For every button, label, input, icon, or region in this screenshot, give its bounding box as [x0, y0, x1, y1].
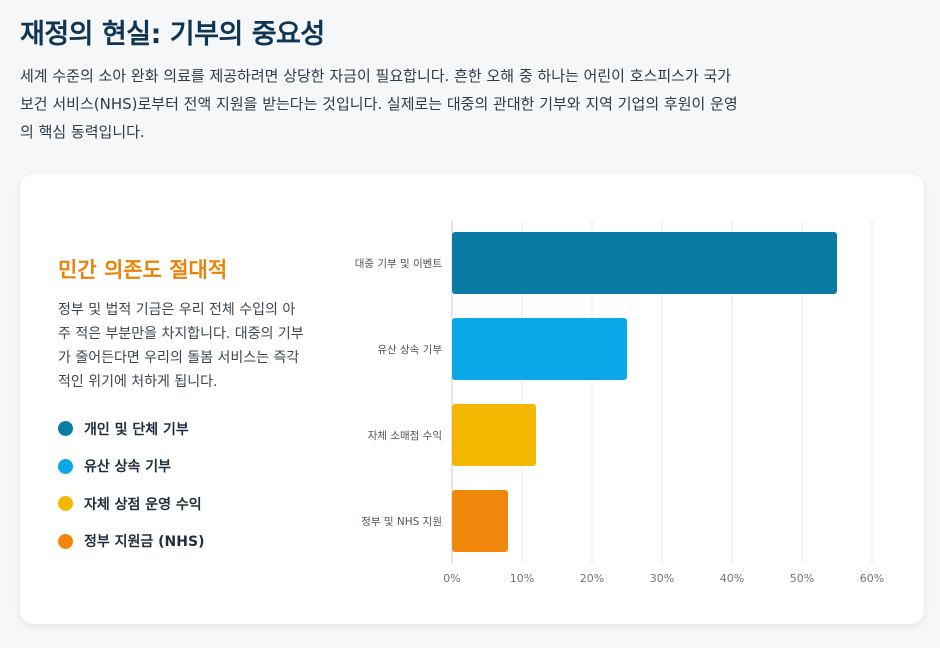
bar	[452, 404, 536, 466]
page-title: 재정의 현실: 기부의 중요성	[20, 19, 325, 50]
legend-label: 정부 지원금 (NHS)	[84, 534, 205, 551]
legend-item: 유산 상속 기부	[58, 448, 204, 486]
card-description: 정부 및 법적 기금은 우리 전체 수입의 아주 적은 부분만을 차지합니다. …	[58, 302, 304, 390]
bar	[452, 318, 627, 380]
legend-dot-icon	[58, 533, 73, 549]
bar	[452, 490, 508, 552]
funding-card: 민간 의존도 절대적 정부 및 법적 기금은 우리 전체 수입의 아주 적은 부…	[20, 174, 924, 624]
legend-dot-icon	[58, 421, 73, 437]
card-heading: 민간 의존도 절대적	[58, 258, 228, 282]
category-label: 유산 상속 기부	[377, 344, 442, 356]
legend-label: 자체 상점 운영 수익	[84, 496, 202, 513]
legend-dot-icon	[58, 458, 73, 474]
legend-label: 유산 상속 기부	[84, 459, 172, 476]
category-label: 자체 소매점 수익	[368, 430, 442, 442]
category-label: 정부 및 NHS 지원	[361, 516, 442, 528]
bar	[452, 232, 837, 294]
x-tick-label: 0%	[443, 572, 460, 585]
legend-dot-icon	[58, 496, 73, 512]
x-tick-label: 20%	[580, 572, 604, 585]
legend-item: 자체 상점 운영 수익	[58, 485, 204, 523]
chart-legend: 개인 및 단체 기부 유산 상속 기부 자체 상점 운영 수익 정부 지원금 (…	[58, 410, 204, 560]
x-tick-label: 50%	[790, 572, 814, 585]
x-tick-label: 30%	[650, 572, 674, 585]
intro-paragraph: 세계 수준의 소아 완화 의료를 제공하려면 상당한 자금이 필요합니다. 흔한…	[20, 67, 738, 141]
x-tick-label: 40%	[720, 572, 744, 585]
legend-label: 개인 및 단체 기부	[84, 421, 189, 438]
legend-item: 정부 지원금 (NHS)	[58, 523, 204, 561]
category-label: 대중 기부 및 이벤트	[355, 258, 443, 270]
x-tick-label: 60%	[860, 572, 884, 585]
legend-item: 개인 및 단체 기부	[58, 410, 204, 448]
x-tick-label: 10%	[510, 572, 534, 585]
